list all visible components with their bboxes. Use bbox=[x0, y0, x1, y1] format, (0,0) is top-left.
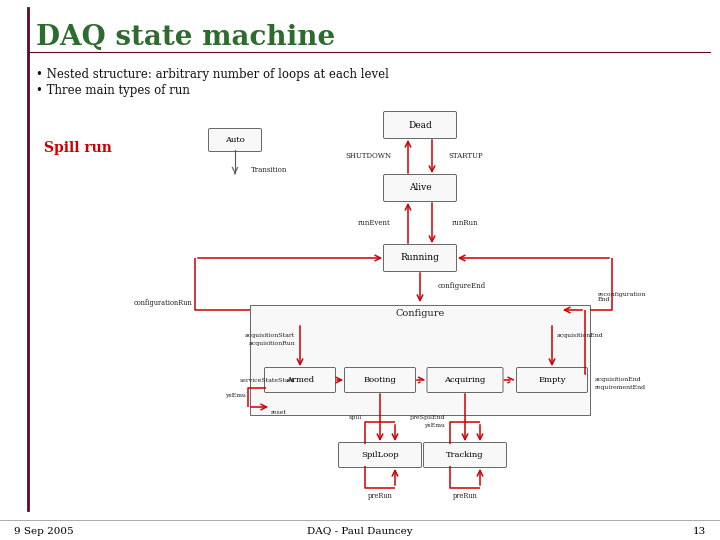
Text: configureEnd: configureEnd bbox=[438, 282, 486, 291]
FancyBboxPatch shape bbox=[427, 368, 503, 393]
Text: runRun: runRun bbox=[452, 219, 479, 227]
Text: runEvent: runEvent bbox=[357, 219, 390, 227]
Text: Armed: Armed bbox=[286, 376, 314, 384]
Text: SHUTDOWN: SHUTDOWN bbox=[346, 152, 392, 160]
FancyBboxPatch shape bbox=[423, 442, 506, 468]
Text: preSpilEnd: preSpilEnd bbox=[410, 415, 445, 420]
Text: configurationRun: configurationRun bbox=[133, 299, 192, 307]
Text: SpilLoop: SpilLoop bbox=[361, 451, 399, 459]
Text: Running: Running bbox=[400, 253, 439, 262]
FancyBboxPatch shape bbox=[384, 111, 456, 138]
Text: DAQ - Paul Dauncey: DAQ - Paul Dauncey bbox=[307, 528, 413, 537]
Text: ysEmu: ysEmu bbox=[225, 393, 246, 397]
Text: 13: 13 bbox=[693, 528, 706, 537]
FancyBboxPatch shape bbox=[384, 174, 456, 201]
Text: spill: spill bbox=[348, 415, 362, 420]
Bar bbox=[250, 305, 590, 415]
Text: preRun: preRun bbox=[453, 492, 477, 500]
Text: Auto: Auto bbox=[225, 136, 245, 144]
Text: 9 Sep 2005: 9 Sep 2005 bbox=[14, 528, 73, 537]
Text: reconfiguration
End: reconfiguration End bbox=[598, 292, 647, 302]
Text: • Three main types of run: • Three main types of run bbox=[36, 84, 190, 97]
Text: • Nested structure: arbitrary number of loops at each level: • Nested structure: arbitrary number of … bbox=[36, 68, 389, 81]
Text: requirementEnd: requirementEnd bbox=[595, 386, 646, 390]
FancyBboxPatch shape bbox=[344, 368, 415, 393]
Text: acquisitionRun: acquisitionRun bbox=[248, 341, 295, 346]
Text: Configure: Configure bbox=[395, 309, 445, 319]
FancyBboxPatch shape bbox=[384, 245, 456, 272]
Text: DAQ state machine: DAQ state machine bbox=[36, 24, 336, 51]
Text: Acquiring: Acquiring bbox=[444, 376, 486, 384]
FancyBboxPatch shape bbox=[209, 129, 261, 152]
Text: Transition: Transition bbox=[251, 166, 287, 174]
Text: acquisitionStart: acquisitionStart bbox=[245, 333, 295, 338]
Text: STARTUP: STARTUP bbox=[448, 152, 482, 160]
Text: reset: reset bbox=[271, 410, 287, 415]
Text: ysEmu: ysEmu bbox=[424, 423, 445, 428]
Text: Booting: Booting bbox=[364, 376, 397, 384]
Text: serviceStateStart: serviceStateStart bbox=[240, 377, 295, 382]
Text: acquisitionEnd: acquisitionEnd bbox=[595, 377, 642, 382]
Text: Alive: Alive bbox=[409, 184, 431, 192]
Text: preRun: preRun bbox=[368, 492, 392, 500]
FancyBboxPatch shape bbox=[338, 442, 421, 468]
FancyBboxPatch shape bbox=[264, 368, 336, 393]
Text: acquisitionEnd: acquisitionEnd bbox=[557, 333, 604, 338]
Text: Spill run: Spill run bbox=[44, 141, 112, 155]
Text: Dead: Dead bbox=[408, 120, 432, 130]
Text: Tracking: Tracking bbox=[446, 451, 484, 459]
FancyBboxPatch shape bbox=[516, 368, 588, 393]
Text: Empty: Empty bbox=[539, 376, 566, 384]
